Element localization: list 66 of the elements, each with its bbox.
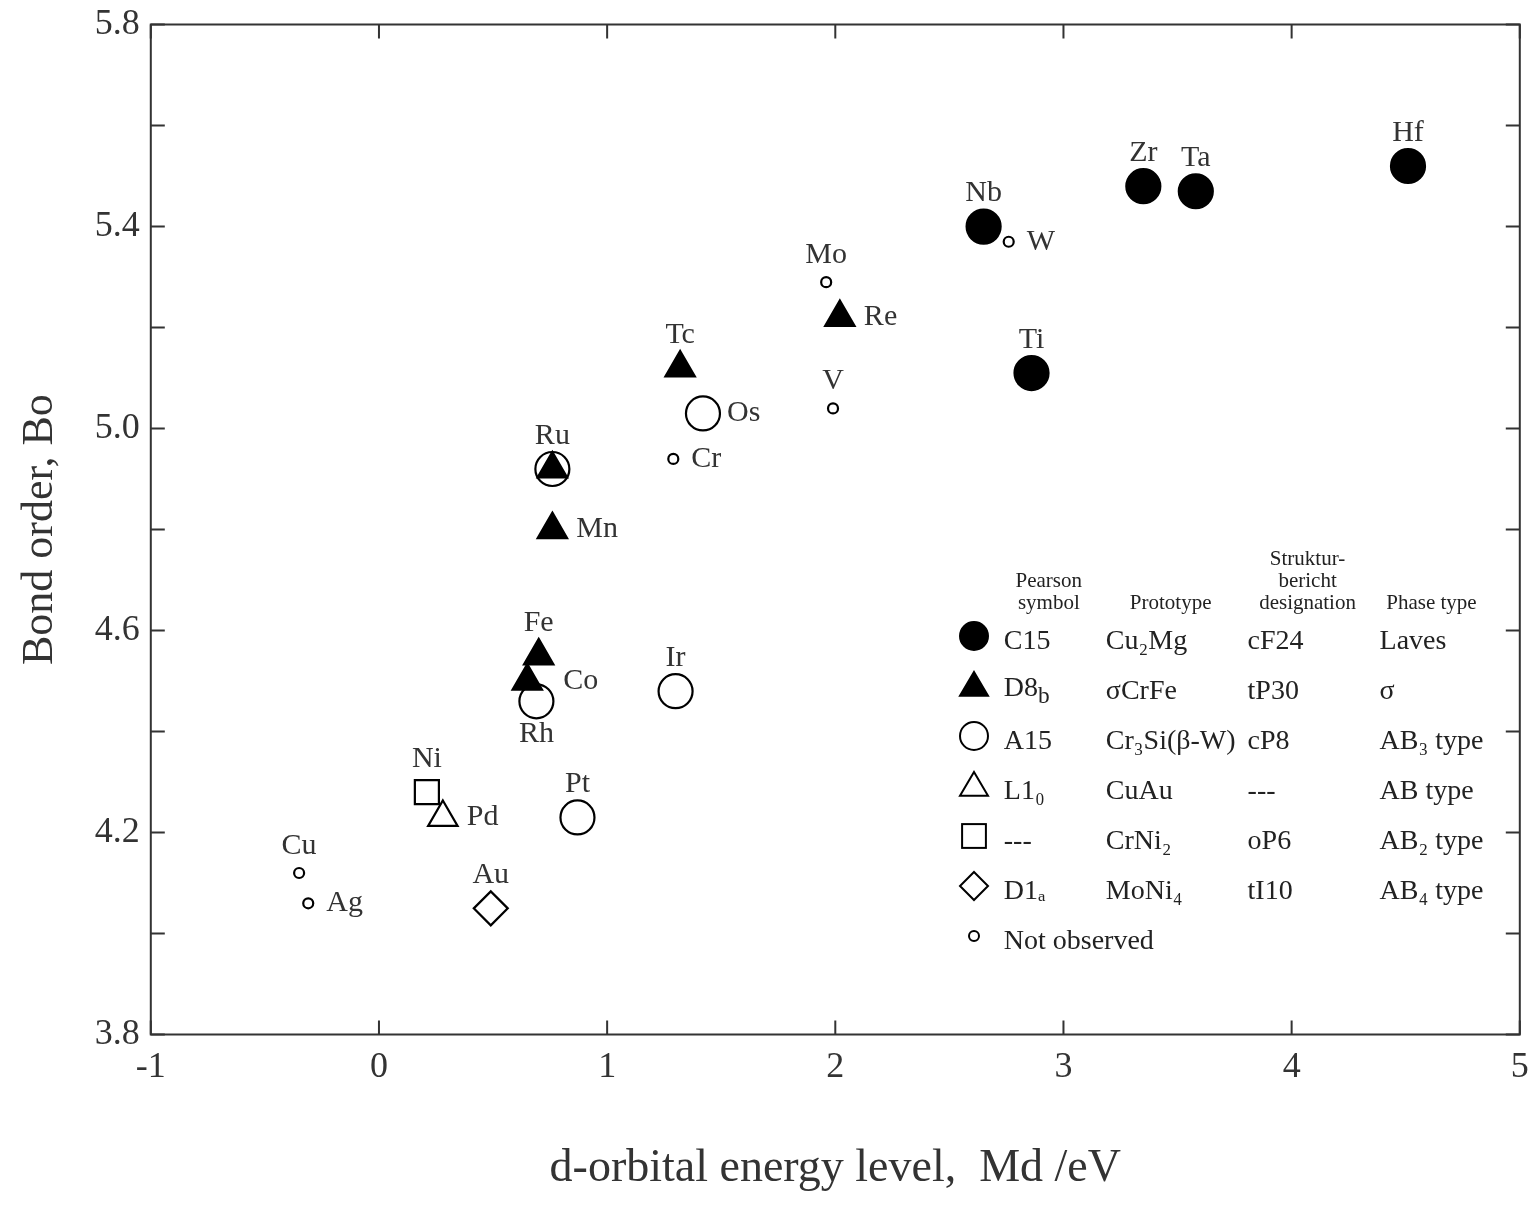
legend-label: ---: [1002, 822, 1033, 857]
annotation: Pearson symbol: [1014, 566, 1084, 615]
annotation: cP8: [1246, 722, 1291, 757]
annotation: Cr₃Si(β-W): [1104, 722, 1237, 757]
annotation: Tc: [665, 315, 695, 349]
annotation: Pd: [466, 798, 499, 832]
annotation: V: [822, 362, 845, 396]
annotation: CrNi₂: [1104, 822, 1173, 857]
annotation: σCrFe: [1104, 672, 1178, 707]
annotation: cF24: [1246, 622, 1305, 657]
annotation: ---: [1246, 772, 1277, 807]
annotation: Ta: [1181, 139, 1211, 173]
legend-label: D1ₐ: [1002, 872, 1047, 907]
legend-label: Not observed: [1002, 922, 1155, 957]
annotation: CuAu: [1104, 772, 1174, 807]
annotation: Au: [472, 856, 510, 890]
annotation: MoNi₄: [1104, 872, 1184, 907]
annotation: tI10: [1246, 872, 1294, 907]
annotation: Ir: [665, 639, 686, 673]
annotation: Fe: [523, 603, 554, 637]
annotation: AB₂ type: [1378, 822, 1485, 857]
annotation: Struktur-bericht designation: [1258, 544, 1357, 615]
annotation: Cu: [281, 826, 317, 860]
y-tick-label: 5.0: [94, 406, 140, 447]
annotation: AB₄ type: [1378, 872, 1485, 907]
annotation: AB₃ type: [1378, 722, 1485, 757]
y-tick-label: 4.2: [94, 810, 140, 851]
x-tick-label: 5: [1510, 1044, 1529, 1085]
annotation: Laves: [1378, 622, 1448, 657]
x-tick-label: 0: [369, 1044, 388, 1085]
annotation: W: [1026, 222, 1056, 256]
annotation: Os: [726, 394, 761, 428]
annotation: Ag: [326, 884, 363, 918]
y-axis-title: Bond order, Bo: [12, 394, 62, 665]
annotation: Co: [563, 661, 599, 695]
x-tick-label: 3: [1054, 1044, 1073, 1085]
annotation: Ru: [534, 416, 570, 450]
x-tick-label: 2: [826, 1044, 845, 1085]
x-axis-title: d-orbital energy level, Md /eV: [549, 1140, 1122, 1192]
annotation: Nb: [965, 174, 1002, 208]
annotation: Cr: [691, 439, 722, 473]
annotation: Ni: [411, 740, 442, 774]
annotation: Mo: [805, 236, 848, 270]
annotation: Pt: [564, 765, 591, 799]
y-tick-label: 4.6: [94, 608, 140, 649]
annotation: σ: [1378, 672, 1396, 707]
annotation: Ti: [1018, 320, 1045, 354]
y-tick-label: 5.8: [94, 2, 140, 43]
x-tick-label: 1: [598, 1044, 617, 1085]
annotation: Rh: [518, 715, 554, 749]
legend-label: A15: [1002, 722, 1054, 757]
annotation: Cu₂Mg: [1104, 622, 1189, 657]
y-tick-label: 5.4: [94, 204, 140, 245]
annotation: tP30: [1246, 672, 1300, 707]
legend-label: D8$_{b}$: [1002, 669, 1051, 710]
annotation: oP6: [1246, 822, 1293, 857]
legend-label: C15: [1002, 622, 1052, 657]
annotation: Re: [863, 298, 898, 332]
annotation: Phase type: [1385, 588, 1478, 615]
x-tick-label: 4: [1282, 1044, 1301, 1085]
legend-label: L1₀: [1002, 772, 1046, 807]
annotation: Zr: [1129, 134, 1158, 168]
annotation: Hf: [1392, 113, 1424, 147]
annotation: AB type: [1378, 772, 1475, 807]
annotation: Prototype: [1128, 588, 1213, 615]
annotation: Mn: [576, 510, 619, 544]
